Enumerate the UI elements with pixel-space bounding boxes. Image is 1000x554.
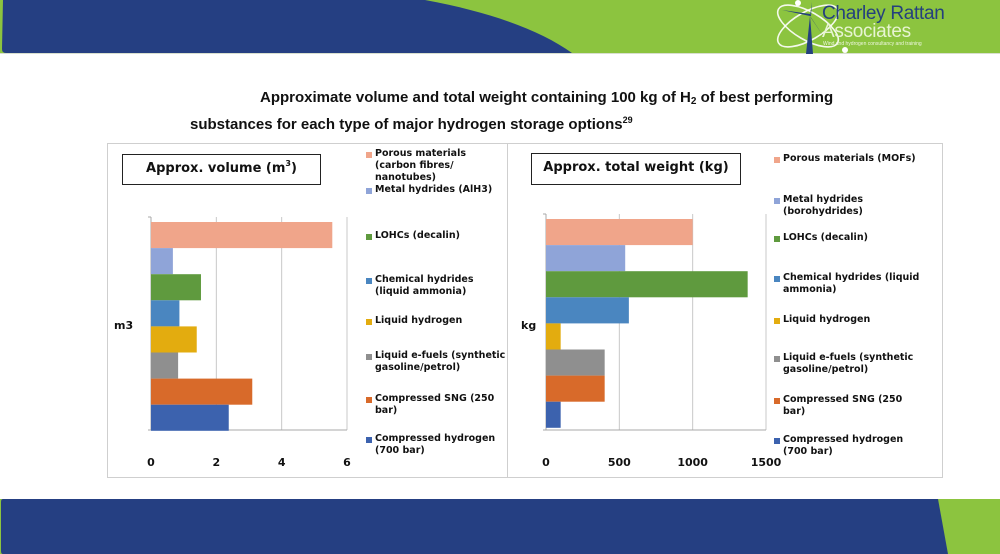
weight-legend-item: Compressed SNG (250 bar) xyxy=(774,394,902,418)
legend-swatch-icon xyxy=(366,354,372,360)
volume-legend-item: Porous materials (carbon fibres/nanotubes… xyxy=(366,148,466,184)
legend-label: Compressed SNG (250 bar) xyxy=(375,393,495,416)
legend-swatch-icon xyxy=(366,437,372,443)
volume-bar: Porous materials (carbon fibres/ nanotub… xyxy=(151,222,333,249)
title-line1-post: of best performing xyxy=(696,89,834,106)
legend-swatch-icon xyxy=(774,438,780,444)
volume-legend-item: LOHCs (decalin) xyxy=(366,230,460,242)
volume-bar: Chemical hydrides (liquid ammonia): 0.87 xyxy=(151,300,180,327)
weight-chart-panel: Approx. total weight (kg) 0 500 1000 1500 kg… xyxy=(507,143,943,478)
weight-bar: Compressed SNG (250 bar): 400 xyxy=(546,375,605,402)
volume-chart-title: Approx. volume (m3) xyxy=(122,154,321,185)
title-subscript: 2 xyxy=(690,96,697,107)
legend-label: Liquid e-fuels (synthetic gasoline/petrol… xyxy=(783,352,914,375)
legend-swatch-icon xyxy=(366,234,372,240)
weight-chart-title-text: Approx. total weight (kg) xyxy=(543,160,729,175)
volume-legend-item: Metal hydrides (AlH3) xyxy=(366,184,492,196)
title-line2: substances for each type of major hydrog… xyxy=(190,116,623,133)
volume-chart-plot: 0 2 4 6 m3 Porous materials (carbon fibres/ n… xyxy=(114,216,351,469)
legend-swatch-icon xyxy=(774,318,780,324)
volume-legend-item: Liquid hydrogen xyxy=(366,315,462,327)
legend-label: Compressed hydrogen (700 bar) xyxy=(375,433,496,456)
weight-bar: LOHCs (decalin): 1375 xyxy=(546,271,748,298)
legend-swatch-icon xyxy=(774,276,780,282)
legend-label: Metal hydrides (AlH3) xyxy=(375,184,493,195)
volume-legend-item: Liquid e-fuels (synthetic gasoline/petrol… xyxy=(366,350,505,374)
legend-swatch-icon xyxy=(366,188,372,194)
header-band xyxy=(0,0,1000,54)
legend-label: Chemical hydrides (liquid ammonia) xyxy=(783,272,920,295)
company-name-line1: Charley Rattan xyxy=(822,3,945,24)
legend-label: LOHCs (decalin) xyxy=(375,230,460,241)
company-name-line2: Associates xyxy=(822,21,911,42)
weight-legend-item: Liquid e-fuels (synthetic gasoline/petrol… xyxy=(774,352,913,376)
footer-navy-area xyxy=(1,499,948,554)
weight-x-tick-label: 0 xyxy=(542,456,550,469)
volume-bar: LOHCs (decalin): 1.53 xyxy=(151,274,201,301)
legend-label: Porous materials (carbon fibres/nanotubes… xyxy=(375,148,466,183)
legend-swatch-icon xyxy=(366,319,372,325)
volume-legend-item: Compressed hydrogen (700 bar) xyxy=(366,433,495,457)
legend-label: Metal hydrides (borohydrides) xyxy=(783,194,864,217)
weight-y-axis-label: kg xyxy=(521,319,536,332)
volume-bar: Liquid hydrogen: 1.4 xyxy=(151,326,197,353)
volume-chart-panel: Approx. volume (m3) 0 2 4 6 m3 Porous materia… xyxy=(107,143,508,478)
legend-swatch-icon xyxy=(774,157,780,163)
legend-label: LOHCs (decalin) xyxy=(783,232,868,243)
slide-title: Approximate volume and total weight cont… xyxy=(190,88,850,134)
legend-label: Liquid hydrogen xyxy=(375,315,463,326)
weight-x-tick-label: 500 xyxy=(608,456,631,469)
legend-label: Chemical hydrides (liquid ammonia) xyxy=(375,274,474,297)
header-navy-area xyxy=(2,0,572,53)
weight-x-tick-label: 1500 xyxy=(751,456,782,469)
legend-swatch-icon xyxy=(366,278,372,284)
weight-legend-item: Chemical hydrides (liquid ammonia) xyxy=(774,272,919,296)
volume-chart-title-sup: 3 xyxy=(285,159,291,168)
weight-bar: Porous materials (MOFs): 1000 xyxy=(546,219,693,246)
weight-bar: Chemical hydrides (liquid ammonia): 565 xyxy=(546,297,629,324)
company-logo-icon xyxy=(776,0,848,54)
footer-band xyxy=(0,499,1000,554)
volume-y-axis-label: m3 xyxy=(114,319,133,332)
legend-label: Porous materials (MOFs) xyxy=(783,153,916,164)
weight-chart-plot: 0 500 1000 1500 kg Porous materials (MOFs): 1… xyxy=(521,213,782,469)
legend-swatch-icon xyxy=(774,356,780,362)
volume-x-tick-label: 0 xyxy=(147,456,155,469)
legend-swatch-icon xyxy=(774,198,780,204)
volume-bar: Compressed SNG (250 bar): 3.1 xyxy=(151,378,253,405)
volume-bar: Liquid e-fuels (synthetic gasoline/petro… xyxy=(151,352,179,379)
volume-legend-item: Chemical hydrides (liquid ammonia) xyxy=(366,274,474,298)
legend-swatch-icon xyxy=(366,397,372,403)
volume-x-tick-label: 4 xyxy=(278,456,286,469)
volume-x-tick-label: 6 xyxy=(343,456,351,469)
weight-bar: Liquid e-fuels (synthetic gasoline/petro… xyxy=(546,349,605,376)
weight-legend-item: Metal hydrides (borohydrides) xyxy=(774,194,863,218)
weight-chart-title: Approx. total weight (kg) xyxy=(531,153,741,185)
legend-label: Liquid e-fuels (synthetic gasoline/petrol… xyxy=(375,350,506,373)
volume-bar: Metal hydrides (AlH3): 0.67 xyxy=(151,248,173,275)
legend-swatch-icon xyxy=(366,152,372,158)
legend-swatch-icon xyxy=(774,398,780,404)
title-line1-pre: Approximate volume and total weight cont… xyxy=(260,89,691,106)
legend-swatch-icon xyxy=(774,236,780,242)
weight-bar: Compressed hydrogen (700 bar): 100 xyxy=(546,401,561,428)
legend-label: Liquid hydrogen xyxy=(783,314,871,325)
weight-legend-item: Liquid hydrogen xyxy=(774,314,870,326)
volume-x-tick-label: 2 xyxy=(213,456,221,469)
volume-bar: Compressed hydrogen (700 bar): 2.38 xyxy=(151,404,229,431)
legend-label: Compressed SNG (250 bar) xyxy=(783,394,903,417)
weight-bar: Metal hydrides (borohydrides): 540 xyxy=(546,245,626,272)
weight-legend-item: Compressed hydrogen (700 bar) xyxy=(774,434,903,458)
weight-bar: Liquid hydrogen: 100 xyxy=(546,323,561,350)
volume-chart-title-text: Approx. volume (m xyxy=(146,161,286,176)
volume-chart-title-close: ) xyxy=(290,161,297,176)
weight-x-tick-label: 1000 xyxy=(677,456,708,469)
weight-legend-item: Porous materials (MOFs) xyxy=(774,153,916,165)
volume-legend-item: Compressed SNG (250 bar) xyxy=(366,393,494,417)
company-tagline: Wind and hydrogen consultancy and traini… xyxy=(823,41,922,47)
weight-legend-item: LOHCs (decalin) xyxy=(774,232,868,244)
legend-label: Compressed hydrogen (700 bar) xyxy=(783,434,904,457)
title-footnote: 29 xyxy=(622,115,633,125)
